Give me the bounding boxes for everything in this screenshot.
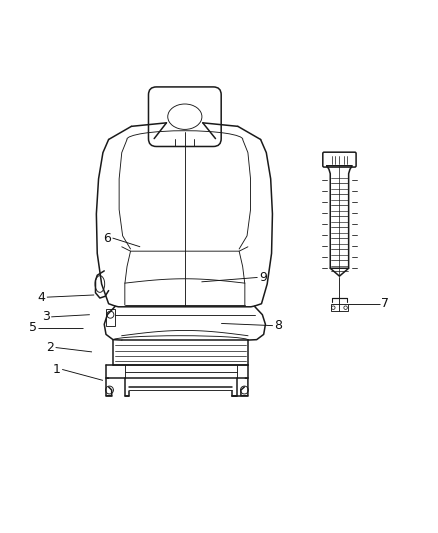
Text: 2: 2 [46,341,54,354]
Text: 3: 3 [42,310,50,324]
Text: 4: 4 [38,290,46,304]
FancyBboxPatch shape [148,87,221,147]
Text: 7: 7 [381,297,389,310]
FancyBboxPatch shape [323,152,356,167]
Text: 8: 8 [274,319,282,332]
Text: 6: 6 [103,231,111,245]
Text: 5: 5 [29,321,37,334]
Text: 9: 9 [259,271,267,284]
FancyBboxPatch shape [331,304,348,311]
FancyBboxPatch shape [106,309,115,326]
Text: 1: 1 [53,363,61,376]
